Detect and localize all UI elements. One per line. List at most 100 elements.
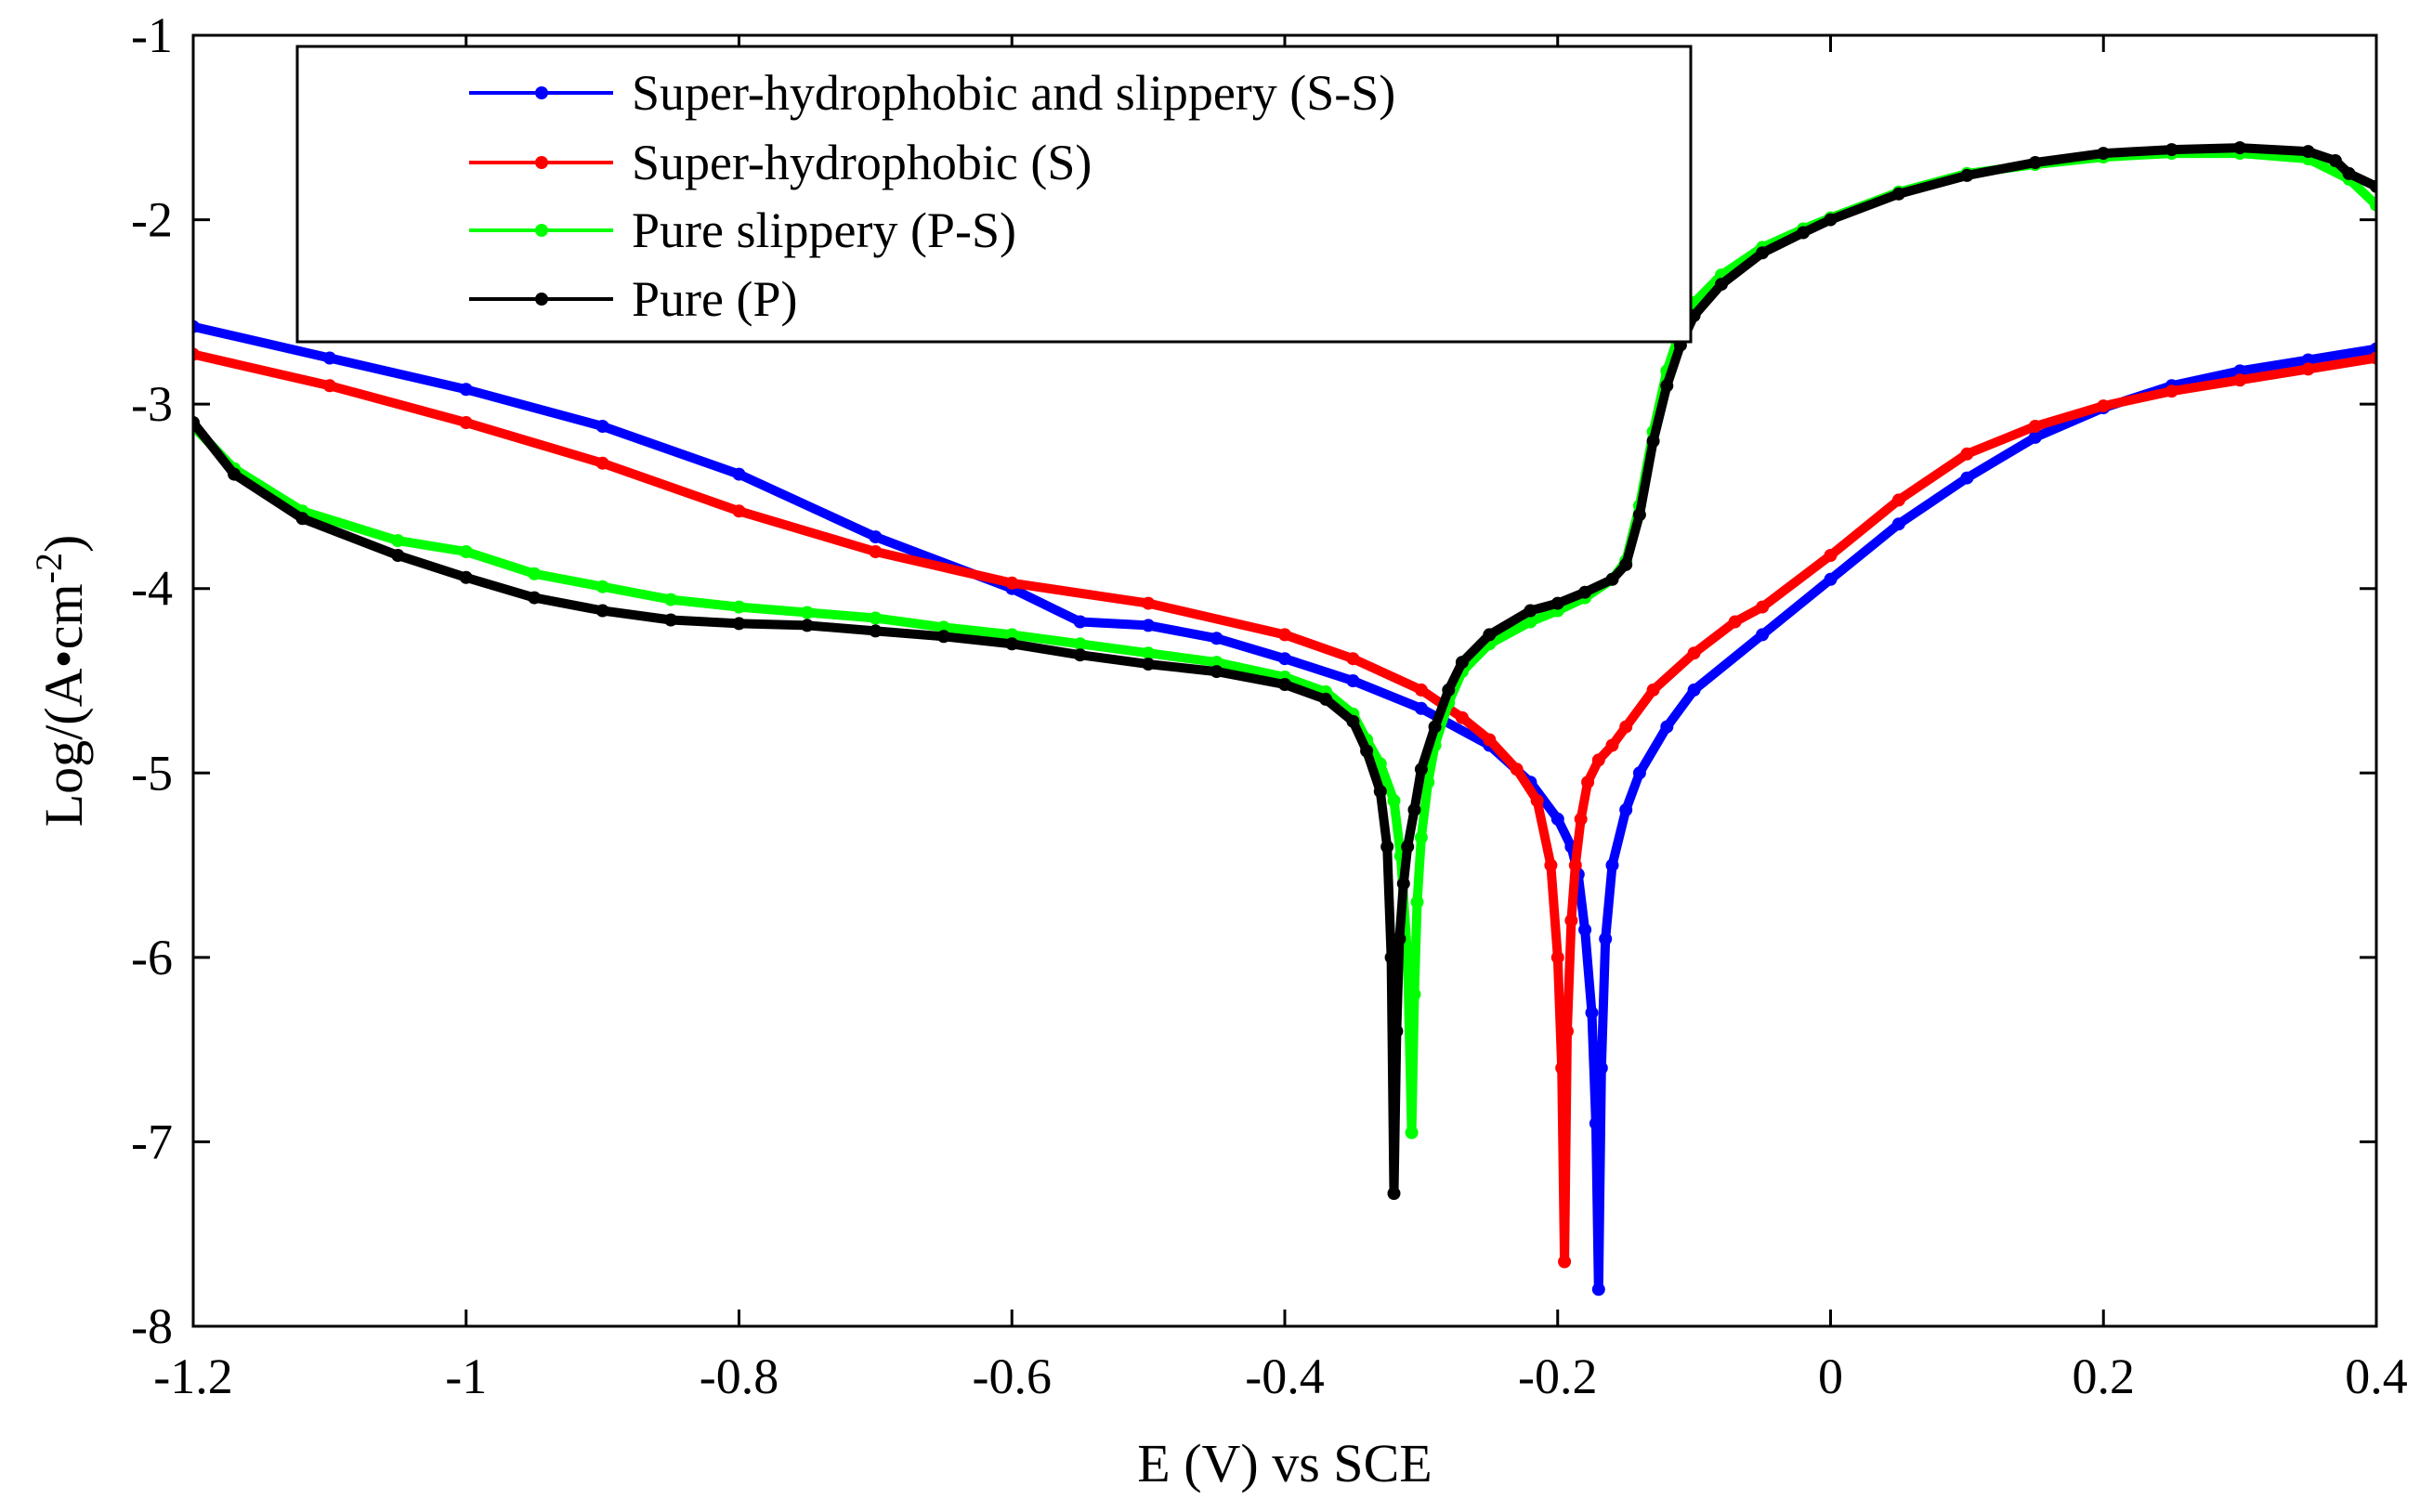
data-point [2097, 399, 2111, 413]
data-point [1455, 656, 1469, 670]
data-point [800, 619, 814, 632]
data-point [1360, 744, 1374, 758]
x-tick-label: -0.6 [973, 1349, 1052, 1404]
data-point [1142, 619, 1156, 632]
legend-swatch-marker [535, 293, 548, 306]
data-point [528, 567, 542, 580]
data-point [1414, 701, 1428, 715]
data-point [1407, 987, 1421, 1001]
data-point [1550, 596, 1564, 610]
data-point [1142, 596, 1156, 610]
data-point [1210, 656, 1223, 670]
data-point [1589, 1116, 1602, 1130]
legend-label: Super-hydrophobic and slippery (S-S) [632, 65, 1395, 121]
data-point [1574, 812, 1588, 826]
data-point [1414, 683, 1428, 697]
y-tick-label: -2 [131, 192, 173, 248]
data-point [1428, 720, 1442, 734]
data-point [1646, 683, 1660, 697]
legend-item: Pure slippery (P-S) [469, 202, 1016, 258]
x-tick-label: -0.8 [700, 1349, 778, 1404]
data-point [1005, 576, 1019, 590]
data-point [1605, 858, 1619, 872]
data-point [1797, 226, 1811, 240]
data-point [1373, 757, 1387, 771]
data-point [1550, 950, 1564, 964]
data-point [1401, 840, 1415, 854]
y-tick-label: -1 [131, 7, 173, 63]
data-point [1568, 858, 1582, 872]
data-point [2028, 156, 2042, 169]
series-line [193, 143, 2376, 1198]
data-point [1384, 950, 1398, 964]
data-point [2370, 351, 2376, 365]
data-point [1346, 652, 1360, 666]
data-point [1346, 674, 1360, 687]
data-point [1550, 812, 1564, 826]
data-point [1824, 572, 1838, 586]
data-point [1619, 720, 1633, 734]
data-point [2097, 147, 2111, 161]
data-point [1278, 678, 1291, 691]
legend-item: Super-hydrophobic (S) [469, 135, 1092, 190]
data-point [1824, 213, 1838, 227]
data-point [2370, 179, 2376, 193]
data-point [1960, 168, 1974, 182]
data-point [1073, 637, 1087, 651]
data-point [1660, 720, 1674, 734]
data-point [1891, 493, 1905, 507]
data-point [1605, 738, 1619, 752]
data-point [193, 347, 200, 361]
data-point [1756, 246, 1770, 260]
data-point [528, 591, 542, 605]
data-point [1455, 710, 1469, 724]
data-point [936, 630, 950, 644]
data-point [1581, 776, 1595, 789]
data-point [1594, 1062, 1608, 1075]
x-tick-label: 0.2 [2073, 1349, 2136, 1404]
data-point [1073, 615, 1087, 629]
data-point [1715, 278, 1728, 292]
data-point [193, 319, 200, 333]
legend: Super-hydrophobic and slippery (S-S) Supe… [295, 45, 1693, 344]
data-point [936, 620, 950, 634]
legend-label: Pure (P) [632, 271, 797, 327]
data-point [1210, 632, 1223, 645]
data-point [1483, 628, 1497, 642]
data-point [1414, 763, 1428, 776]
data-point [459, 383, 473, 397]
data-point [2301, 353, 2315, 367]
data-point [295, 512, 309, 526]
data-point [1585, 1006, 1599, 1020]
data-point [1442, 683, 1456, 697]
data-point [1421, 776, 1435, 789]
data-point [1530, 794, 1544, 808]
y-tick-label: -5 [131, 745, 173, 801]
y-tick-label: -4 [131, 561, 173, 617]
data-point [2028, 420, 2042, 433]
data-point [1005, 628, 1019, 642]
data-point [1407, 803, 1421, 816]
data-point [1555, 1062, 1569, 1075]
data-point [1210, 665, 1223, 679]
data-point [2165, 143, 2178, 157]
data-point [1380, 840, 1394, 854]
data-point [193, 416, 200, 429]
data-point [1578, 585, 1592, 599]
data-point [1558, 1255, 1572, 1269]
data-point [1393, 932, 1406, 945]
data-point [664, 613, 678, 627]
x-tick-label: -0.2 [1518, 1349, 1597, 1404]
data-point [1387, 794, 1401, 808]
data-point [1960, 471, 1974, 485]
data-point [1073, 648, 1087, 662]
data-point [1142, 658, 1156, 671]
data-point [1510, 763, 1524, 776]
data-point [732, 504, 746, 518]
data-point [1373, 785, 1387, 799]
data-point [869, 624, 883, 638]
data-point [1319, 692, 1333, 706]
data-point [1544, 858, 1558, 872]
y-tick-label: -7 [131, 1114, 173, 1169]
